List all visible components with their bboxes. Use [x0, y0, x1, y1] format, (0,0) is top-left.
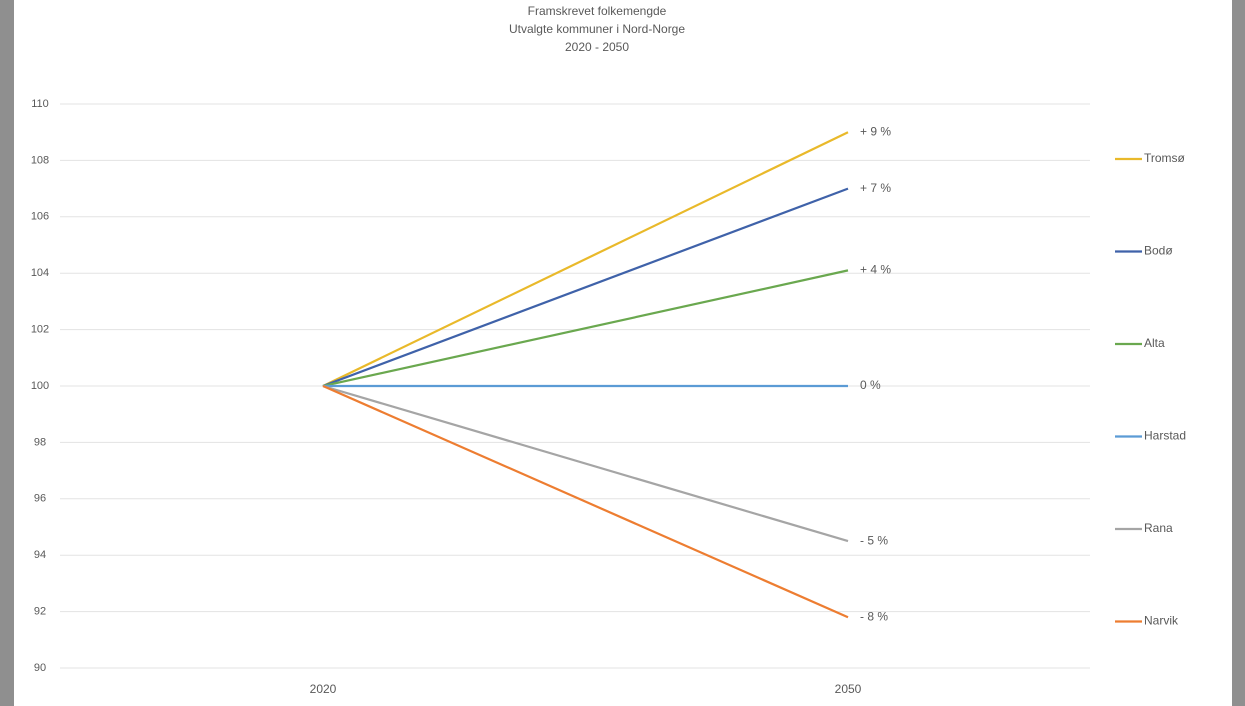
data-label: + 4 % — [860, 263, 891, 277]
series-line — [322, 384, 849, 619]
series-line — [322, 131, 849, 387]
data-label: + 9 % — [860, 124, 891, 138]
y-tick-label: 98 — [34, 436, 46, 448]
data-label: 0 % — [860, 378, 881, 392]
series-line — [322, 269, 849, 388]
legend-label: Harstad — [1144, 429, 1186, 443]
data-label: - 8 % — [860, 609, 888, 623]
chart-title: 2020 - 2050 — [565, 40, 629, 54]
series-line — [322, 384, 849, 543]
chart-background — [14, 0, 1232, 706]
x-tick-label: 2050 — [835, 682, 862, 696]
data-label: + 7 % — [860, 181, 891, 195]
chart-title: Framskrevet folkemengde — [528, 4, 667, 18]
legend-label: Tromsø — [1144, 151, 1186, 165]
y-tick-label: 110 — [31, 98, 49, 110]
y-tick-label: 92 — [34, 606, 46, 618]
legend-label: Alta — [1144, 336, 1165, 350]
legend-label: Rana — [1144, 521, 1173, 535]
y-tick-label: 102 — [31, 324, 49, 336]
y-tick-label: 108 — [31, 154, 49, 166]
y-tick-label: 96 — [34, 493, 46, 505]
legend-label: Narvik — [1144, 614, 1179, 628]
y-tick-label: 106 — [31, 211, 49, 223]
y-tick-label: 90 — [34, 662, 46, 674]
y-tick-label: 104 — [31, 267, 49, 279]
y-tick-label: 100 — [31, 380, 49, 392]
chart-title: Utvalgte kommuner i Nord-Norge — [509, 22, 685, 36]
x-tick-label: 2020 — [310, 682, 337, 696]
data-label: - 5 % — [860, 533, 888, 547]
legend-label: Bodø — [1144, 244, 1173, 258]
series-line — [322, 187, 849, 388]
y-tick-label: 94 — [34, 549, 46, 561]
